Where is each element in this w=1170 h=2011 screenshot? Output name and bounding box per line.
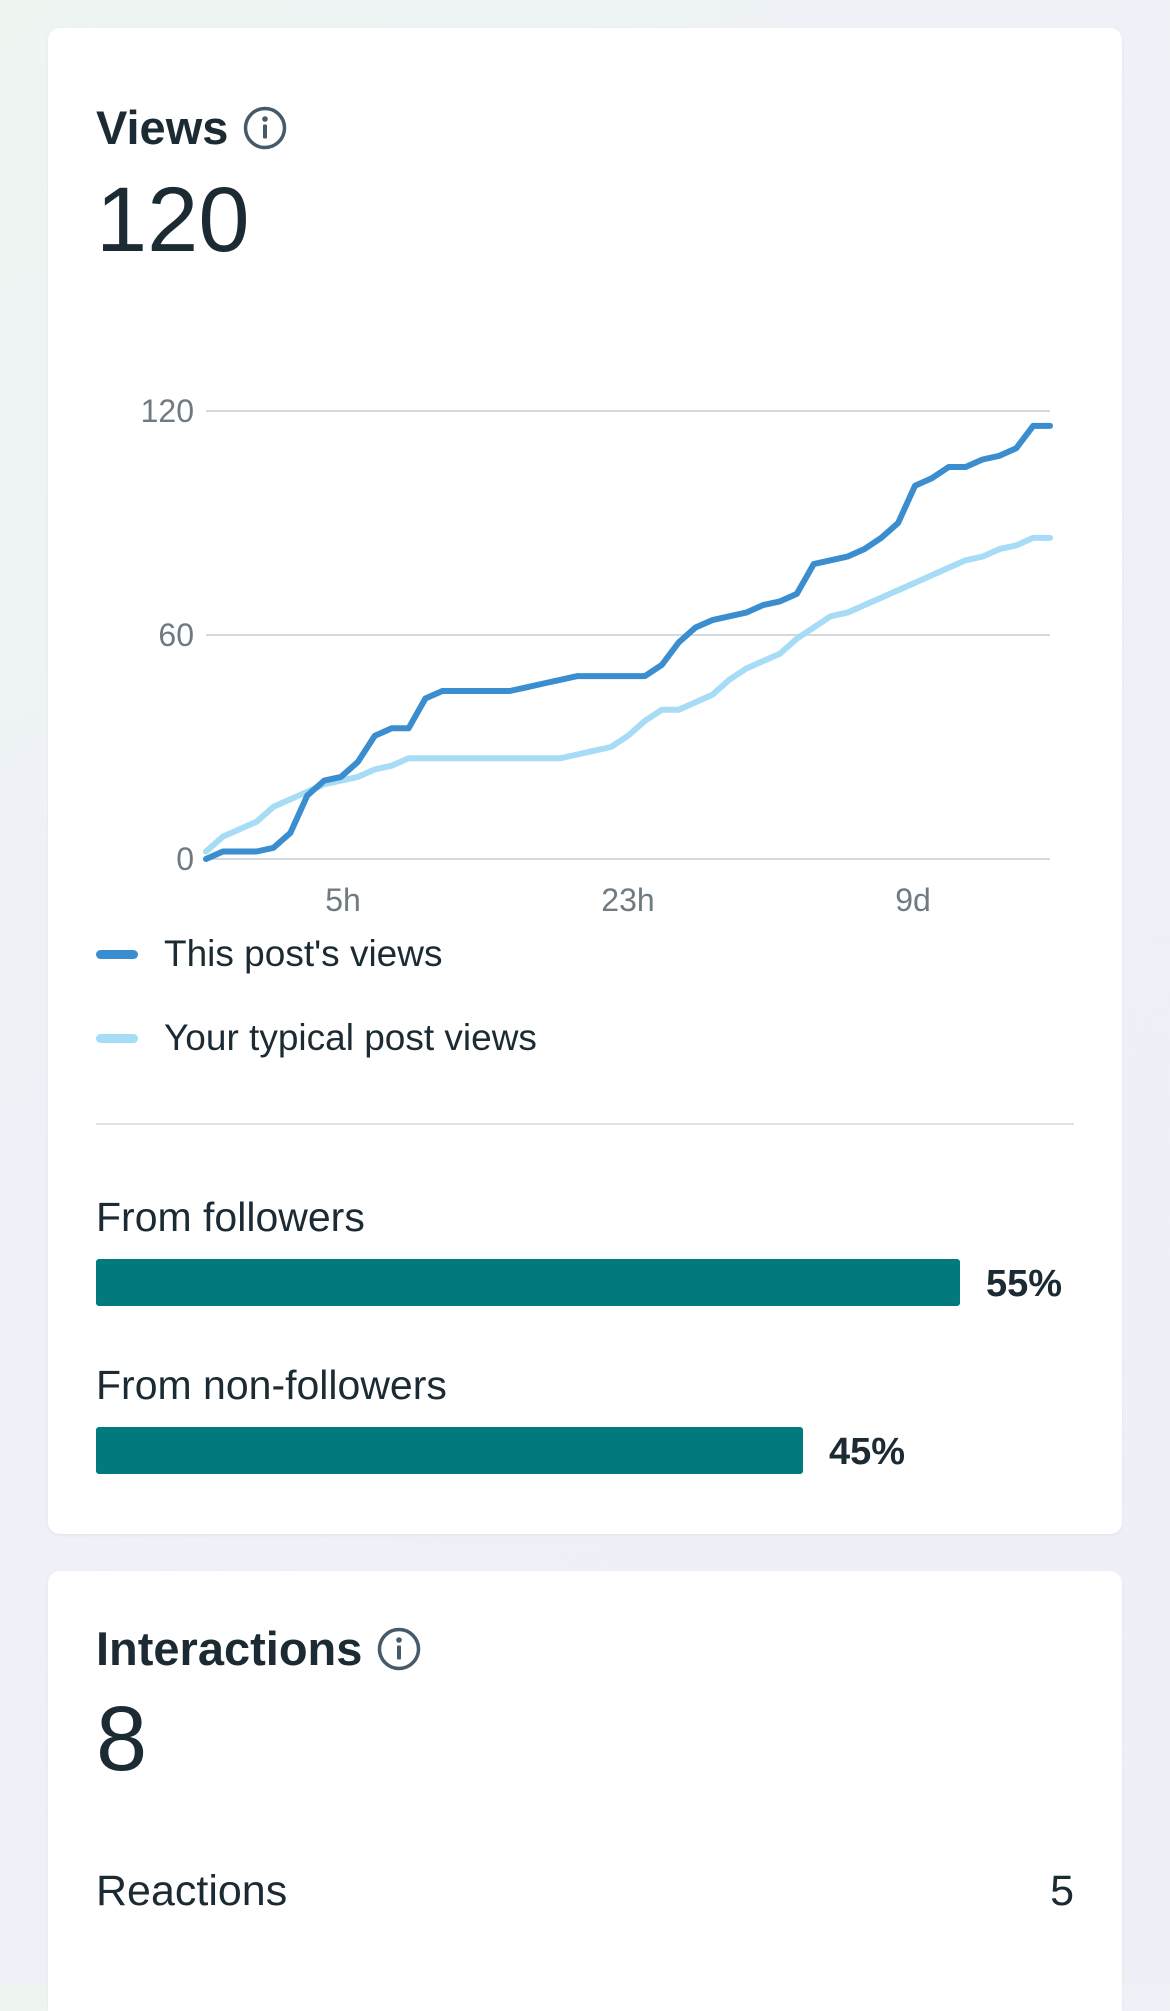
x-tick-label: 5h [325, 882, 361, 918]
interactions-title: Interactions [96, 1621, 422, 1676]
series-line-typical [203, 534, 1053, 855]
non-followers-bar [96, 1427, 803, 1474]
chart-legend: This post's views Your typical post view… [96, 912, 537, 1080]
info-icon[interactable] [242, 105, 288, 151]
reactions-value: 5 [1050, 1867, 1074, 1915]
non-followers-percent: 45% [829, 1431, 906, 1473]
views-title: Views [96, 100, 288, 155]
non-followers-label: From non-followers [96, 1362, 447, 1408]
legend-swatch-light-blue [96, 1033, 138, 1043]
interactions-total: 8 [96, 1688, 148, 1790]
followers-bar [96, 1259, 960, 1306]
views-total: 120 [96, 169, 250, 271]
views-title-text: Views [96, 101, 229, 154]
views-card: Views 120 0 60 120 5h 23h 9d This post's view… [48, 28, 1122, 1534]
legend-label-this-post: This post's views [164, 933, 443, 974]
y-tick-label: 120 [141, 393, 194, 429]
info-icon[interactable] [376, 1626, 422, 1672]
series-line-this-post [203, 422, 1053, 862]
interactions-card: Interactions 8 Reactions 5 [48, 1571, 1122, 2011]
legend-label-typical: Your typical post views [164, 1017, 537, 1058]
x-tick-label: 9d [895, 882, 931, 918]
section-divider [96, 1123, 1074, 1125]
followers-label: From followers [96, 1194, 365, 1240]
legend-item-typical: Your typical post views [96, 996, 537, 1080]
legend-item-this-post: This post's views [96, 912, 537, 996]
y-tick-label: 60 [158, 617, 194, 653]
views-chart: 0 60 120 5h 23h 9d [141, 393, 1053, 918]
legend-swatch-dark-blue [96, 949, 138, 959]
x-tick-label: 23h [601, 882, 654, 918]
reactions-label: Reactions [96, 1867, 288, 1915]
y-tick-label: 0 [176, 841, 194, 877]
followers-percent: 55% [986, 1263, 1063, 1305]
interactions-title-text: Interactions [96, 1622, 363, 1675]
